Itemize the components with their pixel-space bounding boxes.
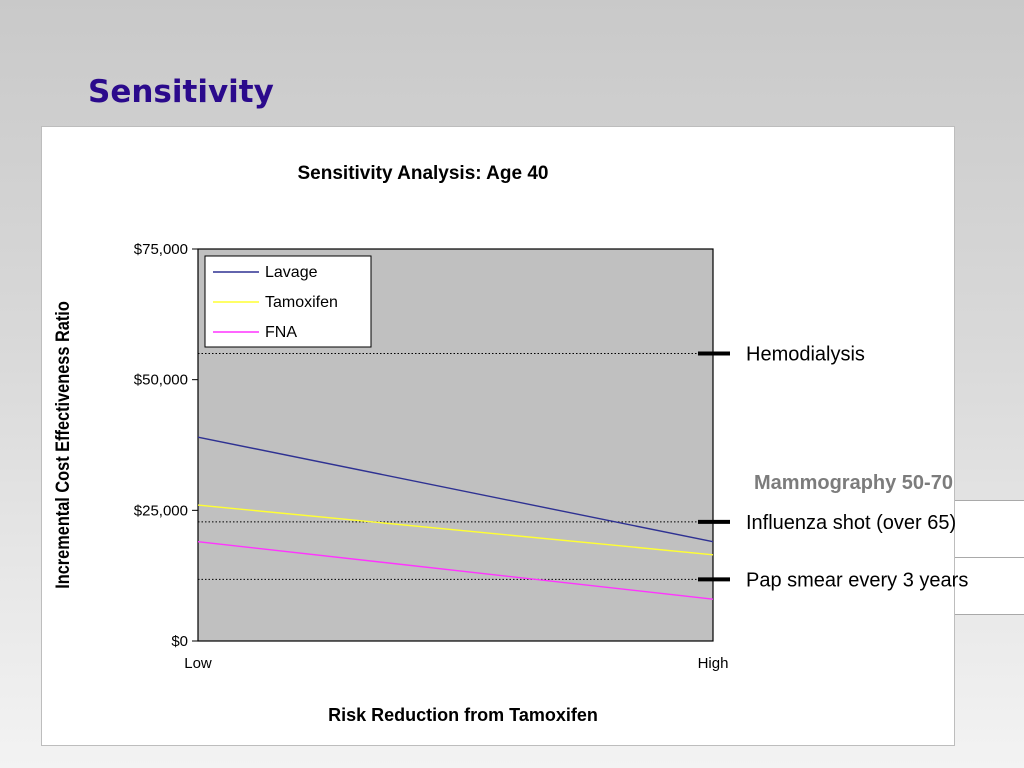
series-line-tamoxifen — [197, 504, 714, 556]
legend: Lavage Tamoxifen FNA — [204, 255, 372, 348]
slide-title: Sensitivity — [88, 74, 274, 110]
side-panel — [955, 500, 1024, 615]
series-line-lavage — [197, 436, 714, 543]
side-panel-rule-top — [955, 500, 1024, 501]
legend-label: FNA — [265, 324, 297, 341]
y-tick-label: $75,000 — [134, 241, 188, 258]
x-tick-label: Low — [184, 655, 212, 672]
reference-label: Pap smear every 3 years — [746, 569, 968, 591]
chart-title: Sensitivity Analysis: Age 40 — [298, 163, 549, 184]
y-tick-label: $0 — [171, 633, 188, 650]
x-tick-label: High — [698, 655, 729, 672]
side-panel-rule-middle — [955, 557, 1024, 558]
reference-label: Influenza shot (over 65) — [746, 512, 956, 534]
x-axis-label: Risk Reduction from Tamoxifen — [328, 705, 598, 725]
legend-label: Tamoxifen — [265, 294, 338, 311]
y-tick-label: $50,000 — [134, 372, 188, 389]
series-line-fna — [197, 540, 714, 600]
plot-layer: $0 $25,000 $50,000 $75,000 Low High Hemodialys… — [134, 241, 969, 672]
y-tick-label: $25,000 — [134, 502, 188, 519]
mammography-label: Mammography 50-70 — [754, 472, 953, 494]
legend-label: Lavage — [265, 264, 318, 281]
reference-label: Hemodialysis — [746, 344, 865, 366]
side-panel-rule-bottom — [955, 614, 1024, 615]
y-axis-label: Incremental Cost Effectiveness Ratio — [52, 301, 73, 589]
